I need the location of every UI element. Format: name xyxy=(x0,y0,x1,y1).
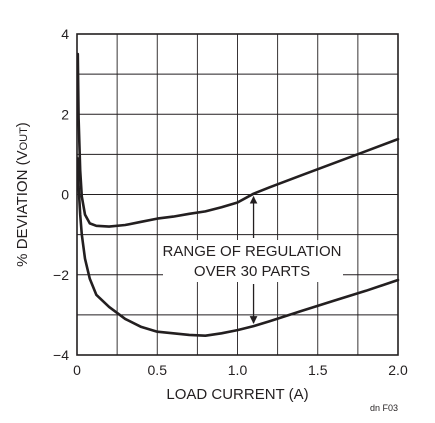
tick-labels: 0 0.5 1.0 1.5 2.0 −4 −2 0 2 4 xyxy=(53,26,408,378)
grid xyxy=(76,33,399,356)
y-axis-title-main: % DEVIATION (V xyxy=(14,150,31,266)
annotation-line-2: OVER 30 PARTS xyxy=(194,263,310,280)
x-axis-title: LOAD CURRENT (A) xyxy=(166,386,308,403)
y-tick-label: −2 xyxy=(53,267,69,283)
plot-frame xyxy=(76,33,399,356)
y-axis-title-close: ) xyxy=(14,122,31,127)
y-tick-label: 0 xyxy=(61,187,69,203)
y-tick-label: 2 xyxy=(61,106,69,122)
annotation-line-1: RANGE OF REGULATION xyxy=(163,243,342,260)
series-line-2 xyxy=(76,157,400,338)
y-tick-label: 4 xyxy=(61,26,69,42)
x-tick-label: 0 xyxy=(73,362,81,378)
y-axis-title-subscript: OUT xyxy=(18,127,30,151)
figure-code: dn F03 xyxy=(370,403,398,413)
x-tick-label: 0.5 xyxy=(148,362,168,378)
x-tick-label: 1.5 xyxy=(308,362,328,378)
y-tick-label: −4 xyxy=(53,347,69,363)
series-group xyxy=(76,52,400,338)
series-line-1 xyxy=(76,52,400,228)
x-tick-label: 1.0 xyxy=(228,362,248,378)
x-tick-label: 2.0 xyxy=(388,362,408,378)
annotation-background xyxy=(163,240,343,282)
y-axis-title: % DEVIATION (VOUT) xyxy=(14,122,31,267)
